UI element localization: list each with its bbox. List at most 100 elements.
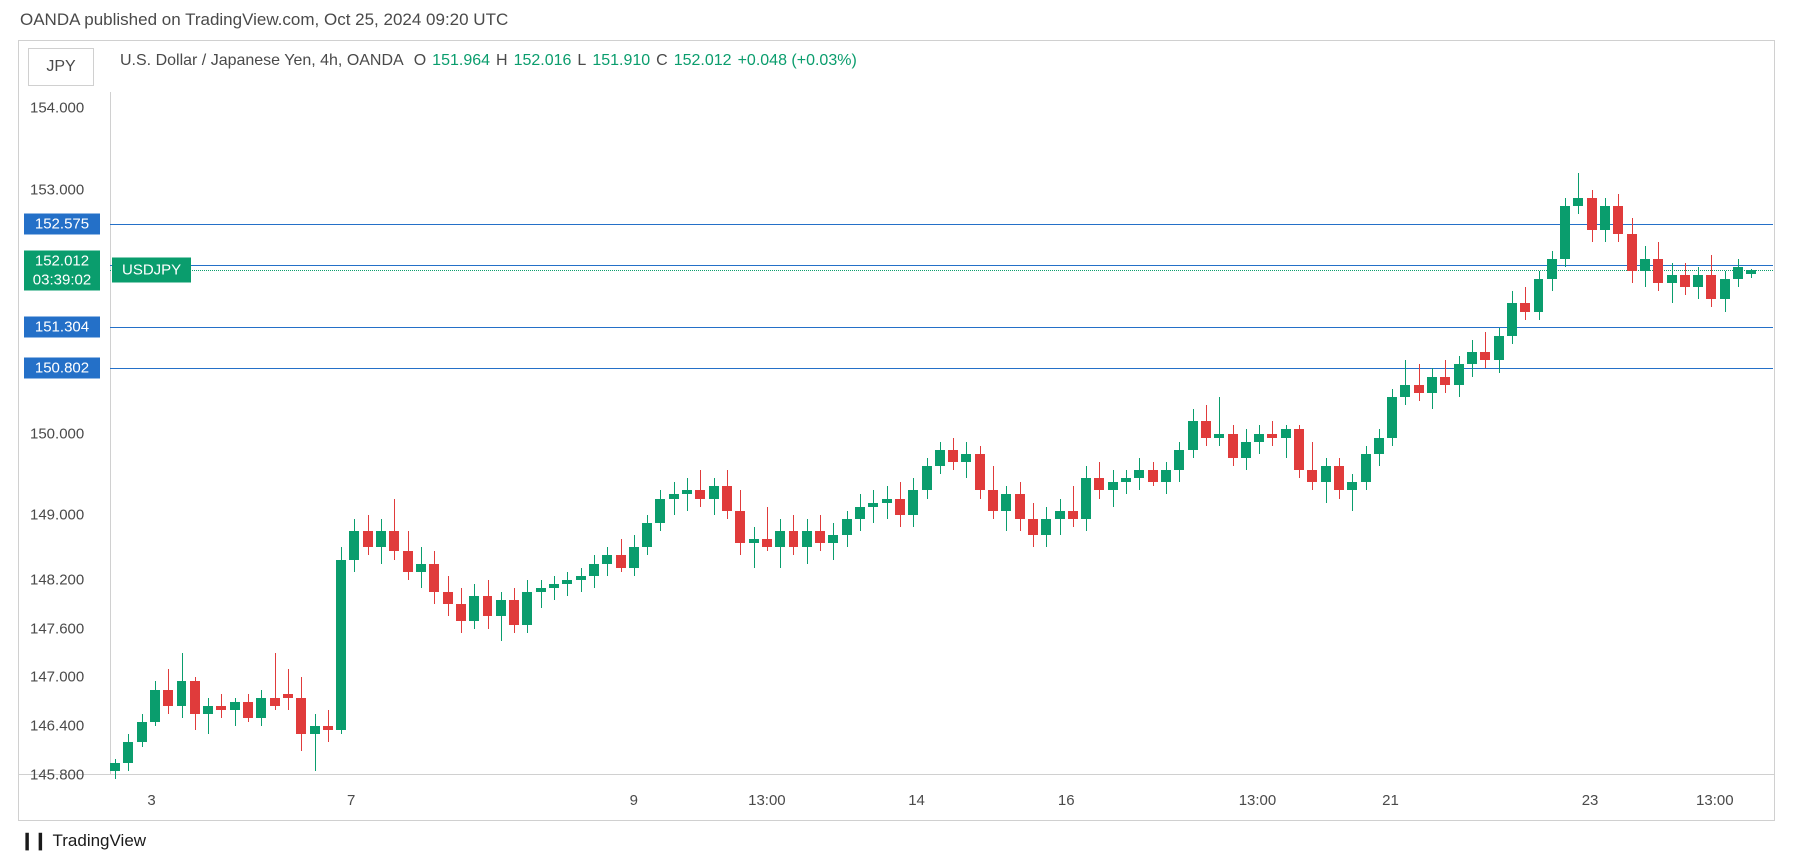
candle-body <box>256 698 266 718</box>
candle-body <box>190 681 200 714</box>
candle-body <box>1055 511 1065 519</box>
o-value: 151.964 <box>432 52 490 70</box>
candle-wick <box>1419 364 1420 401</box>
candle-wick <box>288 669 289 710</box>
candle-wick <box>581 568 582 592</box>
symbol-badge: USDJPY <box>112 257 191 282</box>
candle-wick <box>687 478 688 511</box>
candle-body <box>961 454 971 462</box>
candle-body <box>1720 279 1730 299</box>
candle-body <box>389 531 399 551</box>
x-tick-label: 21 <box>1382 792 1399 809</box>
candle-body <box>1400 385 1410 397</box>
candle-body <box>908 490 918 514</box>
candle-body <box>682 490 692 494</box>
candle-body <box>1028 519 1038 535</box>
candle-wick <box>541 580 542 608</box>
candle-body <box>243 702 253 718</box>
candle-body <box>1414 385 1424 393</box>
candle-body <box>868 503 878 507</box>
candle-body <box>789 531 799 547</box>
candle-body <box>496 600 506 616</box>
currency-badge[interactable]: JPY <box>28 48 94 86</box>
x-tick-label: 14 <box>908 792 925 809</box>
candle-body <box>1507 303 1517 336</box>
candle-body <box>695 490 705 498</box>
candle-body <box>509 600 519 624</box>
change-value: +0.048 (+0.03%) <box>738 52 857 70</box>
candle-body <box>1573 198 1583 206</box>
candle-body <box>1613 206 1623 234</box>
candle-body <box>110 763 120 771</box>
candle-body <box>642 523 652 547</box>
candle-body <box>762 539 772 547</box>
candle-body <box>1267 434 1277 438</box>
candle-body <box>163 690 173 706</box>
candle-wick <box>1578 173 1579 214</box>
candle-body <box>975 454 985 491</box>
candle-body <box>416 564 426 572</box>
candle-wick <box>1352 474 1353 511</box>
candle-body <box>1254 434 1264 442</box>
candle-body <box>1387 397 1397 438</box>
candle-body <box>1733 267 1743 279</box>
y-tick-label: 149.000 <box>30 506 84 523</box>
y-tick-label: 148.200 <box>30 571 84 588</box>
candle-body <box>775 531 785 547</box>
candle-body <box>1347 482 1357 490</box>
price-line <box>110 368 1773 369</box>
candle-body <box>1307 470 1317 482</box>
candle-body <box>1520 303 1530 311</box>
current-price-badge: 152.012 <box>24 250 100 271</box>
candle-body <box>1494 336 1504 360</box>
candle-body <box>1121 478 1131 482</box>
candle-body <box>1148 470 1158 482</box>
current-time-badge: 03:39:02 <box>24 269 100 290</box>
candle-body <box>1321 466 1331 482</box>
candle-wick <box>674 482 675 515</box>
candle-body <box>270 698 280 706</box>
candle-wick <box>1312 442 1313 491</box>
candle-body <box>882 499 892 503</box>
candle-body <box>1015 494 1025 518</box>
y-tick-label: 153.000 <box>30 181 84 198</box>
candle-wick <box>567 572 568 596</box>
candle-body <box>576 576 586 580</box>
l-label: L <box>577 52 586 70</box>
candle-body <box>1294 429 1304 470</box>
candle-body <box>1587 198 1597 231</box>
candle-body <box>1427 377 1437 393</box>
candle-body <box>1241 442 1251 458</box>
candle-body <box>1547 259 1557 279</box>
candle-body <box>922 466 932 490</box>
publish-caption: OANDA published on TradingView.com, Oct … <box>20 10 508 30</box>
candle-body <box>655 499 665 523</box>
y-tick-label: 147.600 <box>30 620 84 637</box>
y-tick-label: 145.800 <box>30 767 84 784</box>
price-line <box>110 327 1773 328</box>
candle-body <box>1440 377 1450 385</box>
candle-body <box>230 702 240 710</box>
candle-body <box>1560 206 1570 259</box>
candle-body <box>1746 270 1756 274</box>
candle-body <box>203 706 213 714</box>
candle-body <box>1108 482 1118 490</box>
x-tick-label: 13:00 <box>1696 792 1734 809</box>
ohlc-info: U.S. Dollar / Japanese Yen, 4h, OANDA O1… <box>120 52 857 70</box>
candle-body <box>1467 352 1477 364</box>
candle-body <box>749 539 759 543</box>
price-line-badge: 152.575 <box>24 214 100 235</box>
candle-body <box>1281 429 1291 437</box>
plot-area[interactable] <box>110 92 1773 775</box>
candle-wick <box>1672 263 1673 304</box>
price-line-badge: 150.802 <box>24 358 100 379</box>
candle-body <box>376 531 386 547</box>
price-line-badge: 151.304 <box>24 317 100 338</box>
candle-body <box>735 511 745 544</box>
candle-body <box>1188 421 1198 449</box>
candle-body <box>469 596 479 620</box>
candle-body <box>150 690 160 723</box>
candle-body <box>429 564 439 592</box>
x-tick-label: 23 <box>1582 792 1599 809</box>
tradingview-logo[interactable]: ❙❙ TradingView <box>20 831 146 851</box>
